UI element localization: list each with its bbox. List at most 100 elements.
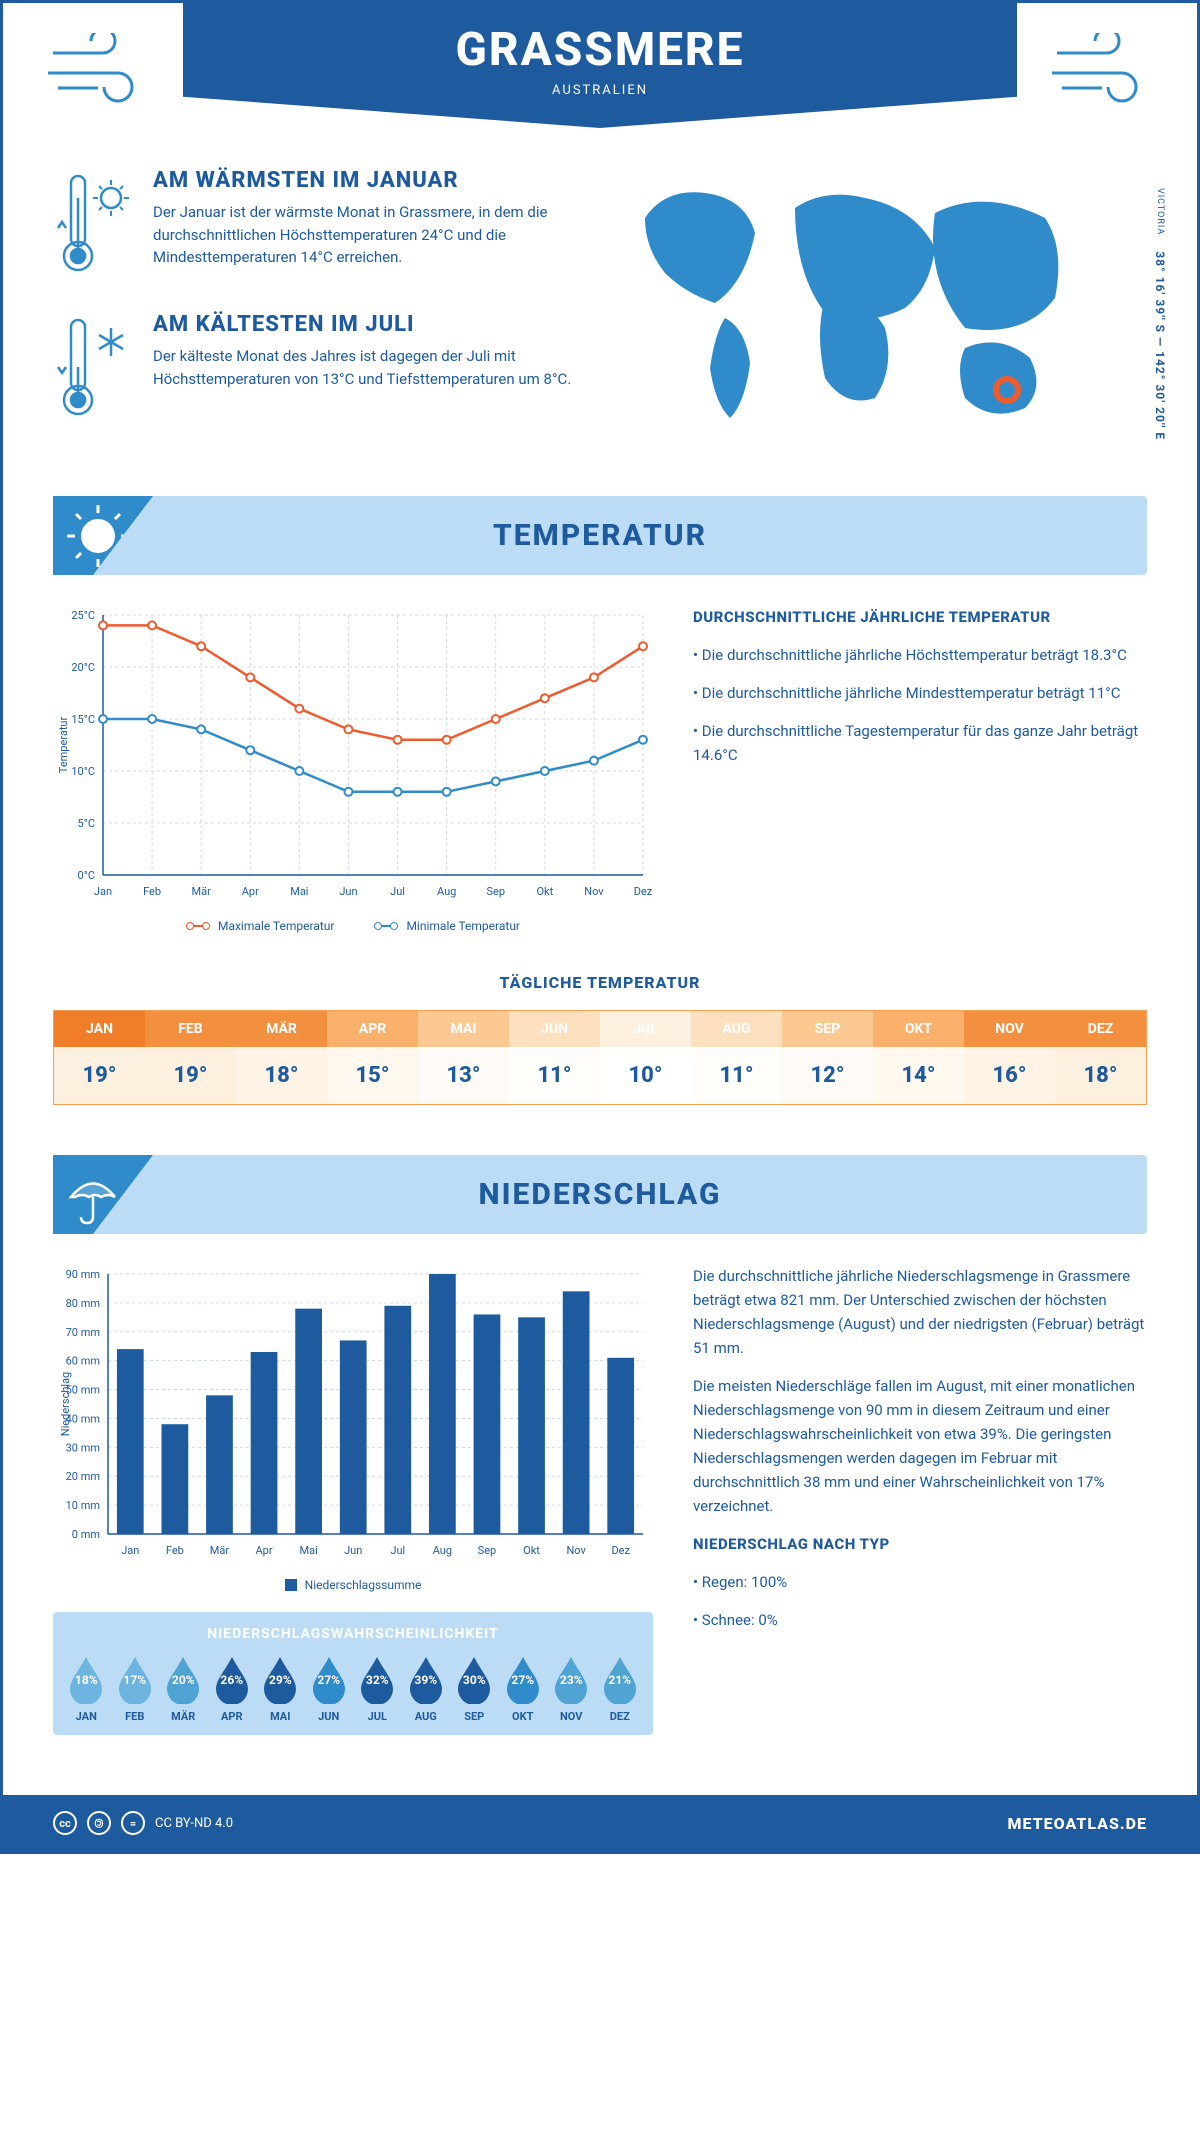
svg-text:Dez: Dez xyxy=(611,1544,630,1557)
probability-drop: 39%AUG xyxy=(403,1654,450,1723)
precipitation-chart: 0 mm10 mm20 mm30 mm40 mm50 mm60 mm70 mm8… xyxy=(53,1264,653,1735)
nd-icon: = xyxy=(121,1811,145,1835)
svg-text:Okt: Okt xyxy=(523,1544,540,1557)
precipitation-text: Die durchschnittliche jährliche Niedersc… xyxy=(693,1264,1147,1735)
svg-text:25°C: 25°C xyxy=(71,609,95,622)
cold-text: Der kälteste Monat des Jahres ist dagege… xyxy=(153,345,585,390)
svg-text:10°C: 10°C xyxy=(71,765,95,778)
svg-text:Okt: Okt xyxy=(536,885,553,898)
precipitation-row: 0 mm10 mm20 mm30 mm40 mm50 mm60 mm70 mm8… xyxy=(3,1234,1197,1765)
svg-text:Nov: Nov xyxy=(584,885,604,898)
temp-summary-title: DURCHSCHNITTLICHE JÄHRLICHE TEMPERATUR xyxy=(693,605,1147,629)
temperature-row: 0°C5°C10°C15°C20°C25°CJanFebMärAprMaiJun… xyxy=(3,575,1197,963)
probability-box: NIEDERSCHLAGSWAHRSCHEINLICHKEIT 18%JAN17… xyxy=(53,1612,653,1735)
temp-cell: FEB19° xyxy=(145,1011,236,1104)
svg-text:5°C: 5°C xyxy=(78,817,95,830)
svg-text:90 mm: 90 mm xyxy=(66,1268,100,1281)
probability-drop: 29%MAI xyxy=(257,1654,304,1723)
probability-drop: 21%DEZ xyxy=(597,1654,644,1723)
probability-drop: 27%JUN xyxy=(306,1654,353,1723)
temp-bullet-1: • Die durchschnittliche jährliche Höchst… xyxy=(693,643,1147,667)
svg-text:Niederschlag: Niederschlag xyxy=(59,1372,72,1436)
wind-icon xyxy=(1047,33,1157,117)
legend-min: Minimale Temperatur xyxy=(406,919,520,933)
intro-row: AM WÄRMSTEN IM JANUAR Der Januar ist der… xyxy=(3,168,1197,496)
map-column: VICTORIA 38° 16' 39'' S — 142° 30' 20'' … xyxy=(615,168,1147,456)
world-map-icon xyxy=(615,168,1075,428)
probability-drop: 18%JAN xyxy=(63,1654,110,1723)
temp-cell: JUL10° xyxy=(600,1011,691,1104)
coords-value: 38° 16' 39'' S — 142° 30' 20'' E xyxy=(1153,251,1167,440)
probability-drop: 23%NOV xyxy=(548,1654,595,1723)
svg-text:0 mm: 0 mm xyxy=(72,1528,100,1541)
precipitation-heading: NIEDERSCHLAG xyxy=(53,1177,1147,1212)
svg-text:Sep: Sep xyxy=(478,1544,497,1557)
svg-text:30 mm: 30 mm xyxy=(66,1441,100,1454)
region-label: VICTORIA xyxy=(1155,188,1165,235)
svg-text:Nov: Nov xyxy=(566,1544,586,1557)
precip-type-title: NIEDERSCHLAG NACH TYP xyxy=(693,1532,1147,1556)
svg-text:Jun: Jun xyxy=(344,1544,362,1557)
footer: cc 🄯 = CC BY-ND 4.0 METEOATLAS.DE xyxy=(3,1795,1197,1851)
temp-bullet-2: • Die durchschnittliche jährliche Mindes… xyxy=(693,681,1147,705)
svg-text:15°C: 15°C xyxy=(71,713,95,726)
precip-legend-label: Niederschlagssumme xyxy=(305,1578,422,1592)
page-title: GRASSMERE xyxy=(183,23,1017,77)
temperature-banner: TEMPERATUR xyxy=(53,496,1147,575)
license-text: CC BY-ND 4.0 xyxy=(155,1816,233,1831)
temp-cell: OKT14° xyxy=(873,1011,964,1104)
precip-snow: • Schnee: 0% xyxy=(693,1608,1147,1632)
svg-text:Apr: Apr xyxy=(255,1544,272,1557)
svg-text:Feb: Feb xyxy=(166,1544,184,1557)
temp-cell: NOV16° xyxy=(964,1011,1055,1104)
svg-text:Sep: Sep xyxy=(486,885,505,898)
precip-p1: Die durchschnittliche jährliche Niedersc… xyxy=(693,1264,1147,1360)
daily-temp-title: TÄGLICHE TEMPERATUR xyxy=(3,973,1197,992)
title-banner: GRASSMERE AUSTRALIEN xyxy=(183,3,1017,128)
svg-text:Aug: Aug xyxy=(437,885,456,898)
svg-text:Jan: Jan xyxy=(94,885,112,898)
page-subtitle: AUSTRALIEN xyxy=(183,83,1017,98)
temp-cell: JUN11° xyxy=(509,1011,600,1104)
wind-icon xyxy=(43,33,153,117)
cold-fact: AM KÄLTESTEN IM JULI Der kälteste Monat … xyxy=(53,312,585,426)
svg-text:0°C: 0°C xyxy=(78,869,95,882)
temp-cell: JAN19° xyxy=(54,1011,145,1104)
warm-text: Der Januar ist der wärmste Monat in Gras… xyxy=(153,201,585,269)
warm-fact: AM WÄRMSTEN IM JANUAR Der Januar ist der… xyxy=(53,168,585,282)
temperature-chart: 0°C5°C10°C15°C20°C25°CJanFebMärAprMaiJun… xyxy=(53,605,653,933)
svg-text:Jul: Jul xyxy=(390,885,405,898)
svg-text:Apr: Apr xyxy=(242,885,259,898)
daily-temp-table: JAN19°FEB19°MÄR18°APR15°MAI13°JUN11°JUL1… xyxy=(53,1010,1147,1105)
temp-cell: DEZ18° xyxy=(1055,1011,1146,1104)
probability-drops: 18%JAN17%FEB20%MÄR26%APR29%MAI27%JUN32%J… xyxy=(63,1654,643,1723)
svg-text:Dez: Dez xyxy=(634,885,653,898)
temp-legend: Maximale Temperatur Minimale Temperatur xyxy=(53,919,653,933)
svg-text:Jun: Jun xyxy=(339,885,357,898)
page-frame: GRASSMERE AUSTRALIEN AM WÄRMSTEN IM JANU… xyxy=(0,0,1200,1854)
header: GRASSMERE AUSTRALIEN xyxy=(3,3,1197,128)
svg-text:Jan: Jan xyxy=(121,1544,139,1557)
svg-text:Aug: Aug xyxy=(433,1544,452,1557)
thermometer-sun-icon xyxy=(53,168,133,282)
svg-text:Mär: Mär xyxy=(210,1544,230,1557)
thermometer-snow-icon xyxy=(53,312,133,426)
svg-text:Mai: Mai xyxy=(299,1544,317,1557)
legend-max: Maximale Temperatur xyxy=(218,919,334,933)
cold-title: AM KÄLTESTEN IM JULI xyxy=(153,312,585,337)
probability-title: NIEDERSCHLAGSWAHRSCHEINLICHKEIT xyxy=(63,1626,643,1642)
svg-text:20 mm: 20 mm xyxy=(66,1470,100,1483)
temp-cell: AUG11° xyxy=(691,1011,782,1104)
facts-column: AM WÄRMSTEN IM JANUAR Der Januar ist der… xyxy=(53,168,585,456)
temp-cell: MÄR18° xyxy=(236,1011,327,1104)
precip-rain: • Regen: 100% xyxy=(693,1570,1147,1594)
license: cc 🄯 = CC BY-ND 4.0 xyxy=(53,1811,233,1835)
svg-text:70 mm: 70 mm xyxy=(66,1326,100,1339)
probability-drop: 32%JUL xyxy=(354,1654,401,1723)
temp-cell: SEP12° xyxy=(782,1011,873,1104)
precip-legend: Niederschlagssumme xyxy=(53,1578,653,1592)
temp-bullet-3: • Die durchschnittliche Tagestemperatur … xyxy=(693,719,1147,767)
svg-text:20°C: 20°C xyxy=(71,661,95,674)
site-name: METEOATLAS.DE xyxy=(1007,1814,1147,1833)
probability-drop: 17%FEB xyxy=(112,1654,159,1723)
